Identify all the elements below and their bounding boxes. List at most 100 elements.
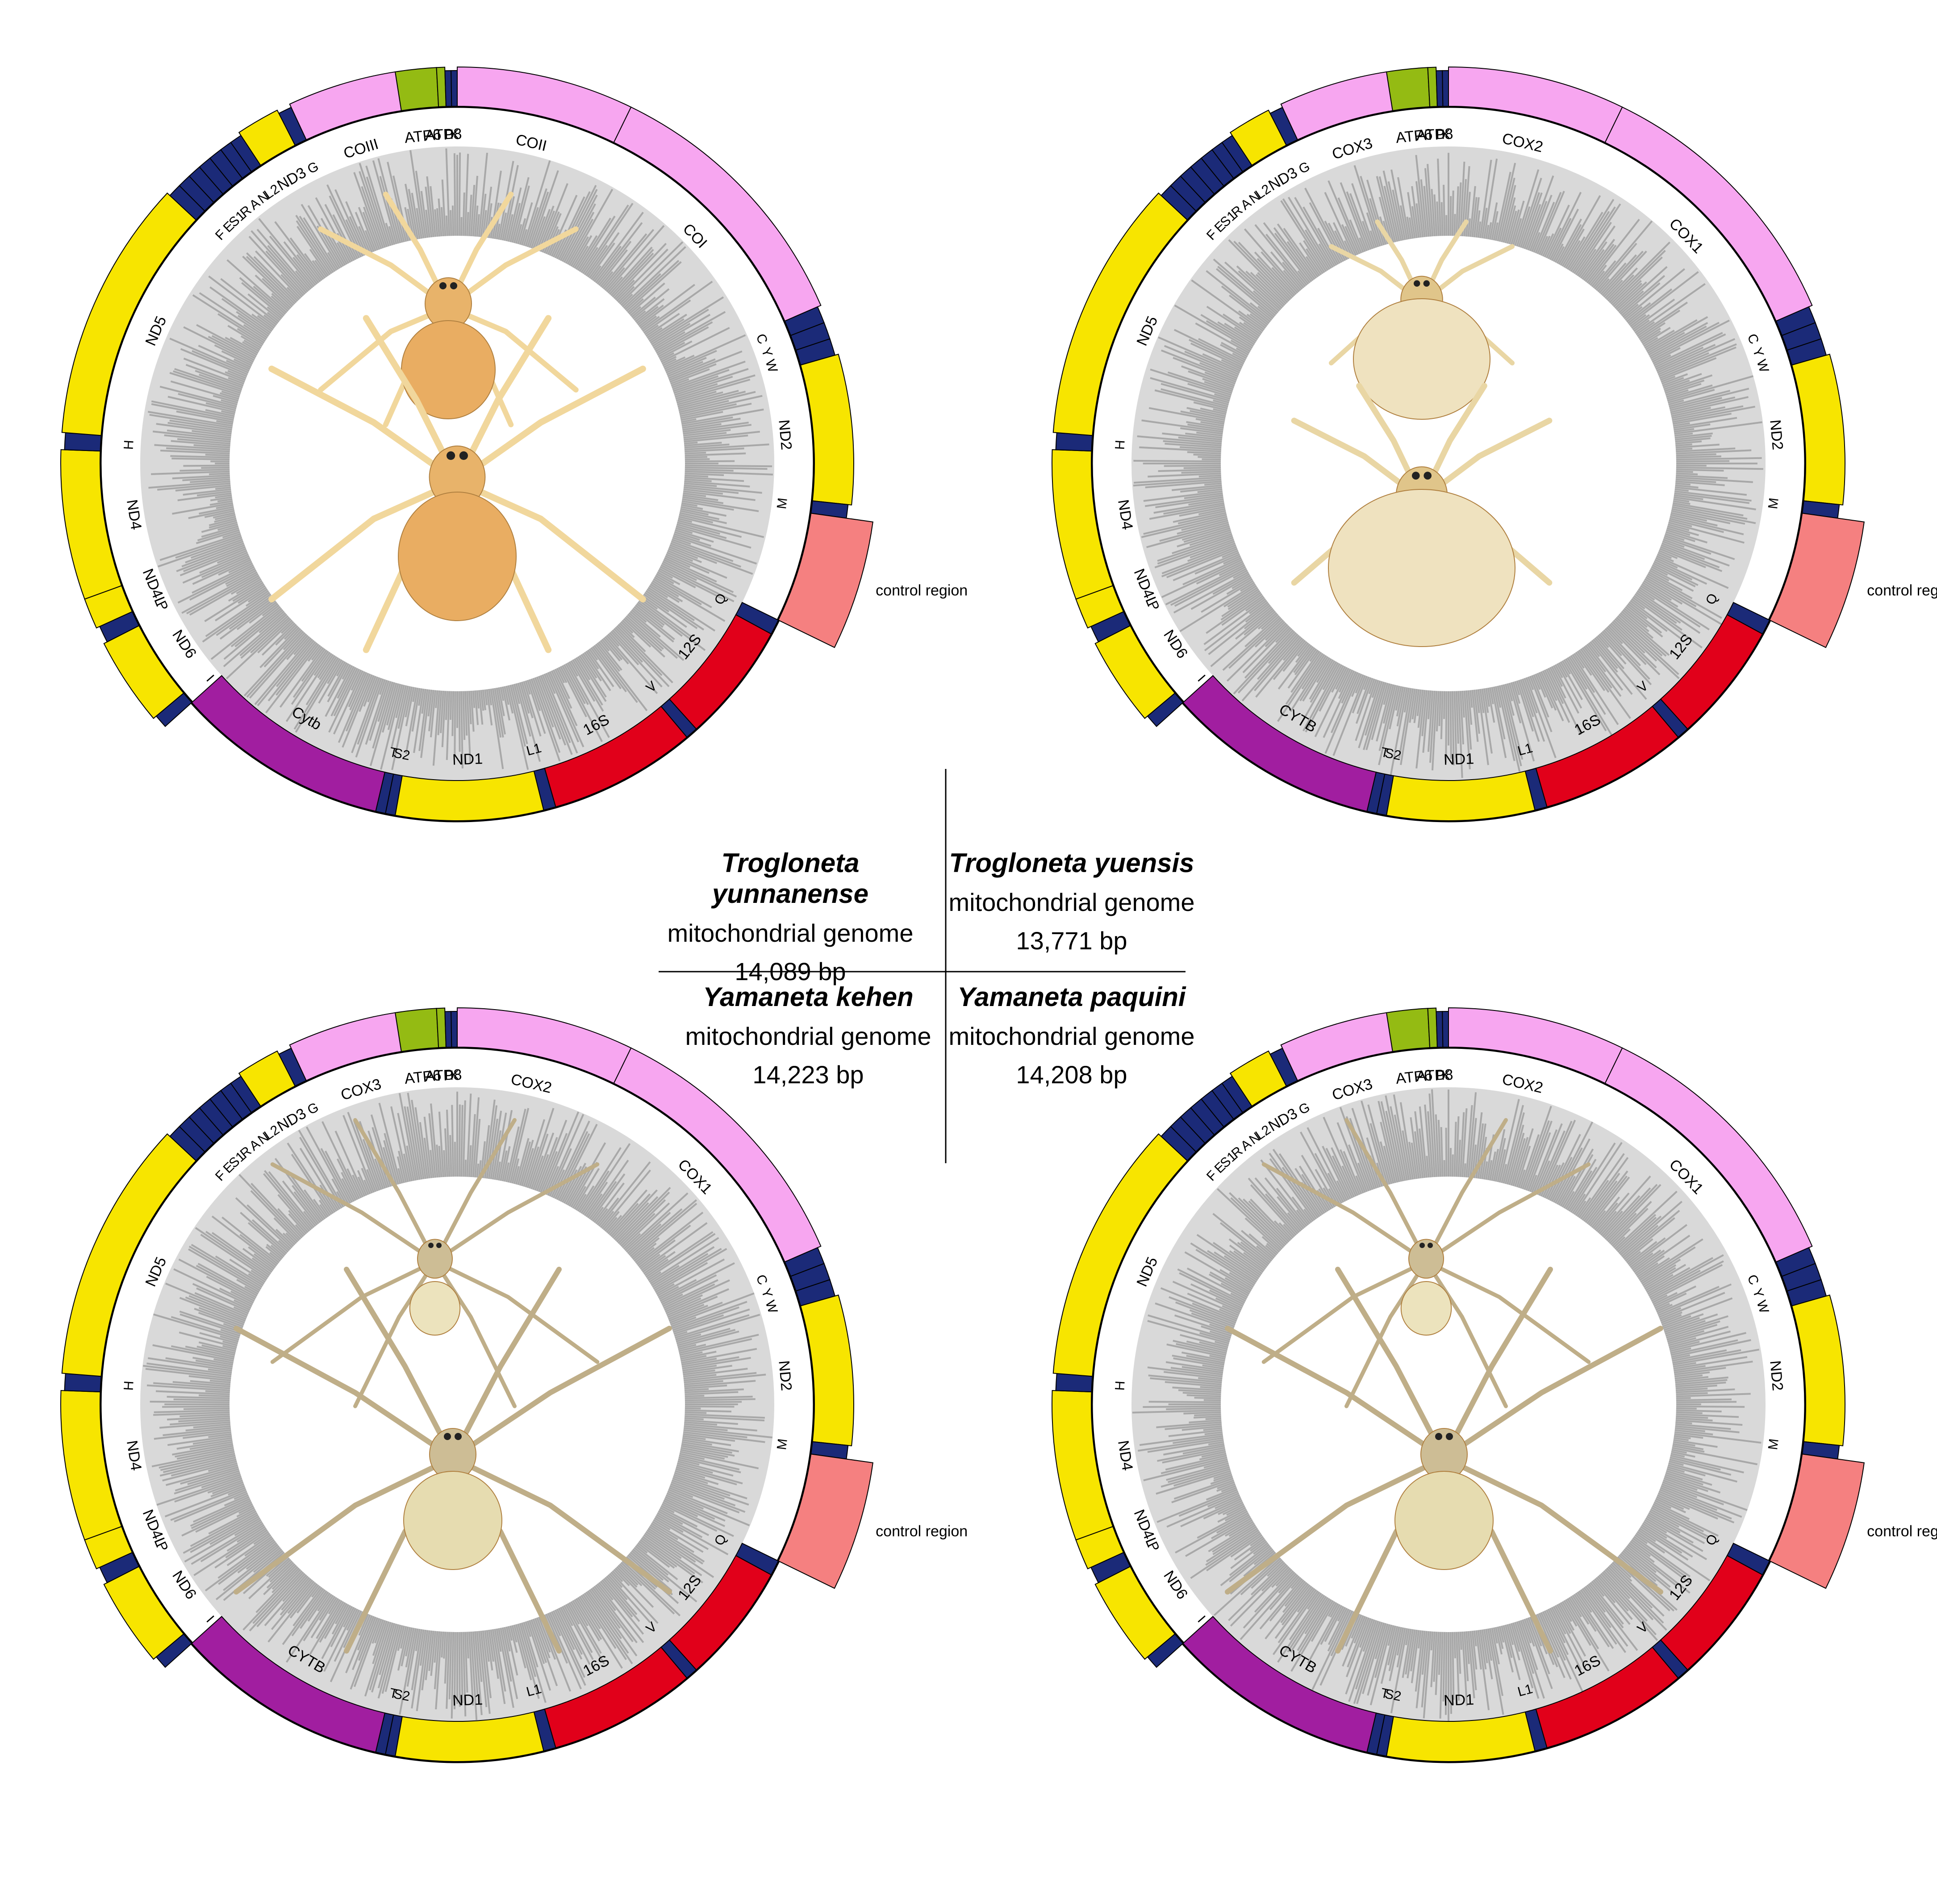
spider-abdomen <box>1394 1471 1494 1570</box>
gene-k <box>451 1010 458 1048</box>
title-yamaneta-paquini: Yamaneta paquini mitochondrial genome 14… <box>947 981 1197 1090</box>
gene-label-control-region: control region <box>876 582 968 599</box>
spider-figure <box>1328 219 1515 420</box>
spider-figure <box>1261 1118 1591 1408</box>
gene-label-y: Y <box>1749 346 1766 359</box>
gene-coi <box>613 106 822 322</box>
spider-leg <box>353 1118 437 1264</box>
spider-leg <box>1344 1259 1428 1408</box>
spider-leg <box>450 1326 672 1461</box>
gene-d <box>444 1011 452 1048</box>
spider-abdomen <box>1328 489 1515 647</box>
spider-leg <box>1225 1326 1447 1461</box>
gene-label-nd1: ND1 <box>1443 1691 1474 1709</box>
spider-leg <box>270 1162 437 1264</box>
gene-coiii <box>289 71 402 141</box>
spider-eye <box>450 282 457 289</box>
gene-nd4 <box>1052 449 1114 600</box>
gene-nd4 <box>60 449 122 600</box>
gene-label-m: M <box>774 1438 790 1451</box>
gene-label-s2: S2 <box>392 1687 411 1704</box>
species-name: Trogloneta yunnanense <box>712 848 869 909</box>
gene-label-atp8: ATP8 <box>425 125 462 144</box>
gene-label-s2: S2 <box>1384 1687 1403 1704</box>
gene-label-atp8: ATP8 <box>425 1066 462 1085</box>
gene-control-region <box>777 513 873 648</box>
species-name: Yamaneta kehen <box>703 982 914 1012</box>
gene-label-g: G <box>305 1100 321 1118</box>
spider-figure <box>270 1118 600 1408</box>
gene-label-d: D <box>1436 1068 1445 1083</box>
spider-leg <box>1424 1162 1591 1264</box>
gene-label-atp6: ATP6 <box>1395 126 1433 146</box>
spider-leg <box>353 1259 437 1408</box>
gene-label-k: K <box>1441 1068 1450 1083</box>
spider-leg <box>344 1266 455 1461</box>
gene-label-y: Y <box>758 1286 775 1300</box>
gene-label-coii: COII <box>514 131 548 154</box>
genome-description: mitochondrial genome <box>948 1022 1195 1050</box>
gene-cox3 <box>289 1012 402 1081</box>
spider-leg <box>268 365 461 485</box>
gene-label-nd2: ND2 <box>775 1360 795 1391</box>
gene-label-g: G <box>305 159 321 177</box>
gene-label-nd2: ND2 <box>1766 419 1786 451</box>
gene-label-control-region: control region <box>876 1523 968 1540</box>
gene-label-h: H <box>121 439 137 450</box>
gene-cox1 <box>1604 1047 1813 1263</box>
spider-eye <box>1414 280 1420 287</box>
gene-label-g: G <box>1296 1100 1312 1118</box>
spider-leg <box>1441 1266 1553 1461</box>
gene-label-c: C <box>753 1273 770 1287</box>
gene-nd5 <box>61 192 197 436</box>
spider-leg <box>268 478 461 603</box>
gc-content-ring <box>1131 146 1766 781</box>
gene-label-c: C <box>753 332 770 347</box>
genome-description: mitochondrial genome <box>667 919 914 947</box>
gene-nd5 <box>61 1133 197 1377</box>
specimen-photo <box>1291 219 1553 647</box>
gene-label-c: C <box>1744 332 1762 347</box>
gene-atp6 <box>1386 67 1431 111</box>
gene-nd2 <box>1791 1294 1845 1446</box>
gene-coii <box>457 66 632 143</box>
spider-eye <box>436 1243 442 1248</box>
gene-label-m: M <box>1766 497 1782 510</box>
gene-d <box>1436 70 1444 107</box>
gene-label-nd4: ND4 <box>123 498 145 531</box>
spider-eye <box>444 1433 451 1440</box>
gene-label-nd4: ND4 <box>1115 498 1136 531</box>
spider-eye <box>1428 1243 1433 1248</box>
gene-label-atp6: ATP6 <box>404 126 442 146</box>
gene-label-nd4: ND4 <box>123 1439 145 1472</box>
gene-d <box>1436 1011 1444 1048</box>
gene-label-k: K <box>450 1068 459 1083</box>
gene-atp6 <box>394 1008 439 1052</box>
specimen-photo <box>234 1118 672 1654</box>
gene-nd5 <box>1052 1133 1188 1377</box>
gene-atp6 <box>1386 1008 1431 1052</box>
gene-cox2 <box>1448 66 1623 143</box>
spider-eye <box>1446 1433 1453 1440</box>
spider-eye <box>459 451 468 460</box>
gc-content-bars <box>143 1091 773 1720</box>
gene-label-cox2: COX2 <box>509 1071 553 1097</box>
genome-length: 13,771 bp <box>1016 927 1127 955</box>
gene-cytb <box>1182 675 1377 812</box>
spider-eye <box>428 1243 434 1248</box>
gene-label-g: G <box>1296 159 1312 177</box>
gene-label-m: M <box>1766 1438 1782 1451</box>
gene-label-k: K <box>450 127 459 142</box>
spider-leg <box>1441 1455 1663 1595</box>
specimen-photo <box>1225 1118 1663 1654</box>
gene-label-c: C <box>1744 1273 1762 1287</box>
spider-leg <box>433 1162 600 1264</box>
genome-description: mitochondrial genome <box>685 1022 931 1050</box>
spider-leg <box>450 1266 562 1461</box>
title-trogloneta-yunnanense: Trogloneta yunnanense mitochondrial geno… <box>643 848 938 986</box>
spider-abdomen <box>398 492 517 621</box>
